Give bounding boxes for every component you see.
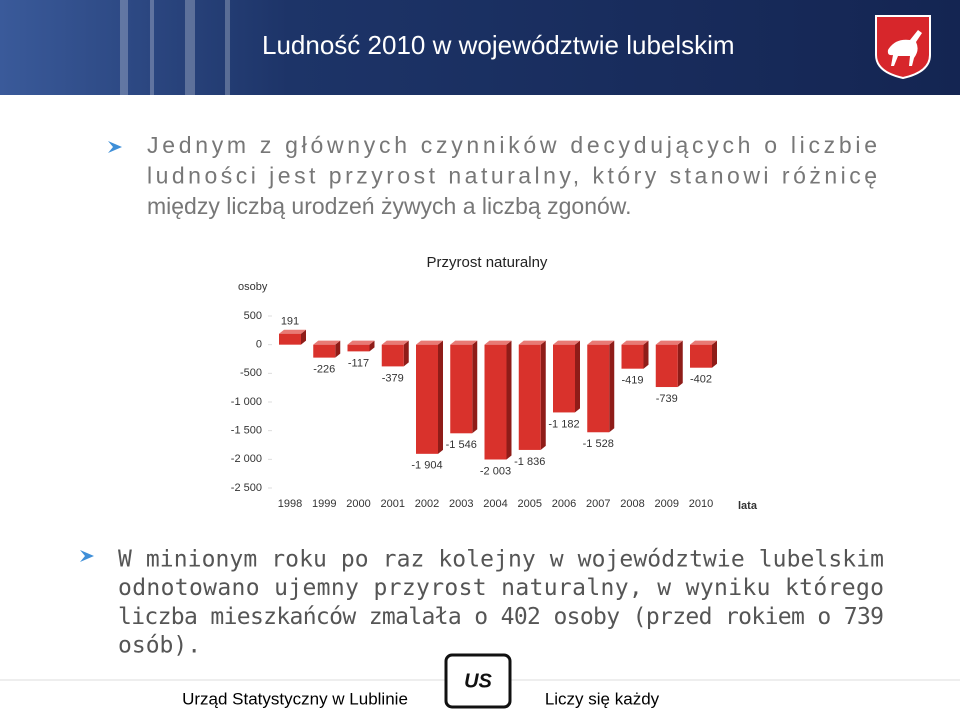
x-tick-label: 2003 xyxy=(449,498,473,510)
data-label: -2 003 xyxy=(480,465,511,477)
bar-side xyxy=(506,340,512,460)
bar-side xyxy=(301,329,306,345)
y-tick-label: 500 xyxy=(244,310,262,322)
bullet-icon xyxy=(80,550,94,562)
y-tick-label: -1 000 xyxy=(231,396,262,408)
bullet-icon xyxy=(108,141,122,153)
bar-top xyxy=(381,340,409,345)
header-bar xyxy=(0,0,960,95)
data-label: -402 xyxy=(690,374,712,386)
bar xyxy=(621,344,644,369)
ustat-logo: US xyxy=(444,653,512,709)
bar-top xyxy=(279,329,306,334)
bar-top xyxy=(313,340,341,345)
bar xyxy=(313,344,336,358)
data-label: -1 904 xyxy=(411,460,442,472)
bar xyxy=(484,344,507,460)
x-tick-label: 2006 xyxy=(552,498,576,510)
data-label: -226 xyxy=(313,364,335,376)
bar-side xyxy=(438,340,443,454)
data-label: -379 xyxy=(382,372,404,384)
bar-side xyxy=(643,340,649,369)
bar-side xyxy=(712,340,717,368)
x-tick-label: 2008 xyxy=(620,498,644,510)
paragraph-line: W minionym roku po raz kolejny w wojewód… xyxy=(118,547,884,573)
bar-side xyxy=(609,340,615,433)
bar-side xyxy=(335,340,341,358)
paragraph-line: ludności jest przyrost naturalny, który … xyxy=(147,163,877,189)
bar-top xyxy=(553,340,580,345)
emblem xyxy=(875,15,931,80)
bar-top xyxy=(655,340,683,345)
x-tick-label: 2009 xyxy=(655,498,679,510)
bar-side xyxy=(472,340,478,434)
header-title: Ludność 2010 w województwie lubelskim xyxy=(262,30,735,60)
bar-top xyxy=(450,340,478,345)
bar-top xyxy=(518,340,546,345)
x-tick-label: 2001 xyxy=(381,498,405,510)
paragraph-line: liczba mieszkańców zmalała o 402 osoby (… xyxy=(118,604,884,630)
bar-side xyxy=(677,340,683,388)
bar-top xyxy=(621,340,649,345)
data-label: -1 836 xyxy=(514,456,545,468)
bar xyxy=(655,344,678,388)
paragraph-line: między liczbą urodzeń żywych a liczbą zg… xyxy=(147,193,632,219)
bar xyxy=(518,344,541,450)
paragraph-line: odnotowano ujemny przyrost naturalny, w … xyxy=(118,575,884,601)
data-label: -1 182 xyxy=(548,418,579,430)
x-axis-label: lata xyxy=(738,500,758,512)
data-label: -1 546 xyxy=(446,439,477,451)
chart-title: Przyrost naturalny xyxy=(427,254,548,271)
bar-side xyxy=(540,340,546,450)
paragraph-line: Jednym z głównych czynników decydujących… xyxy=(147,132,877,158)
data-label: -419 xyxy=(621,375,643,387)
bar xyxy=(450,344,473,434)
footer-right: Liczy się każdy xyxy=(545,689,660,708)
x-tick-label: 2004 xyxy=(483,498,507,510)
bar-side xyxy=(369,340,375,352)
y-axis-label: osoby xyxy=(238,281,268,293)
bar xyxy=(381,344,404,367)
header-stripes xyxy=(120,0,230,95)
data-label: -1 528 xyxy=(583,438,614,450)
bar xyxy=(416,344,438,454)
y-tick-label: -2 000 xyxy=(231,453,262,465)
bar-side xyxy=(575,340,580,413)
bar xyxy=(347,344,370,352)
x-tick-label: 2000 xyxy=(346,498,370,510)
data-label: -739 xyxy=(656,393,678,405)
bar-side xyxy=(403,340,409,367)
bar-top xyxy=(484,340,512,345)
y-tick-label: -500 xyxy=(240,367,262,379)
y-tick-label: -1 500 xyxy=(231,425,262,437)
bar-top xyxy=(416,340,443,345)
y-tick-label: -2 500 xyxy=(231,482,262,494)
paragraph-line: osób). xyxy=(118,633,201,659)
x-tick-label: 2002 xyxy=(415,498,439,510)
bar xyxy=(690,344,712,368)
x-tick-label: 2010 xyxy=(689,498,713,510)
bar xyxy=(553,344,575,413)
x-tick-label: 2005 xyxy=(518,498,542,510)
bar-top xyxy=(690,340,717,345)
x-tick-label: 2007 xyxy=(586,498,610,510)
bar-top xyxy=(587,340,615,345)
bar-top xyxy=(347,340,375,345)
x-tick-label: 1998 xyxy=(278,498,302,510)
y-tick-label: 0 xyxy=(256,339,262,351)
bar xyxy=(279,333,301,345)
svg-text:US: US xyxy=(464,670,492,692)
bar xyxy=(587,344,610,433)
x-tick-label: 1999 xyxy=(312,498,336,510)
data-label: -117 xyxy=(348,357,369,369)
data-label: 191 xyxy=(281,316,299,328)
footer-left: Urząd Statystyczny w Lublinie xyxy=(182,689,408,708)
